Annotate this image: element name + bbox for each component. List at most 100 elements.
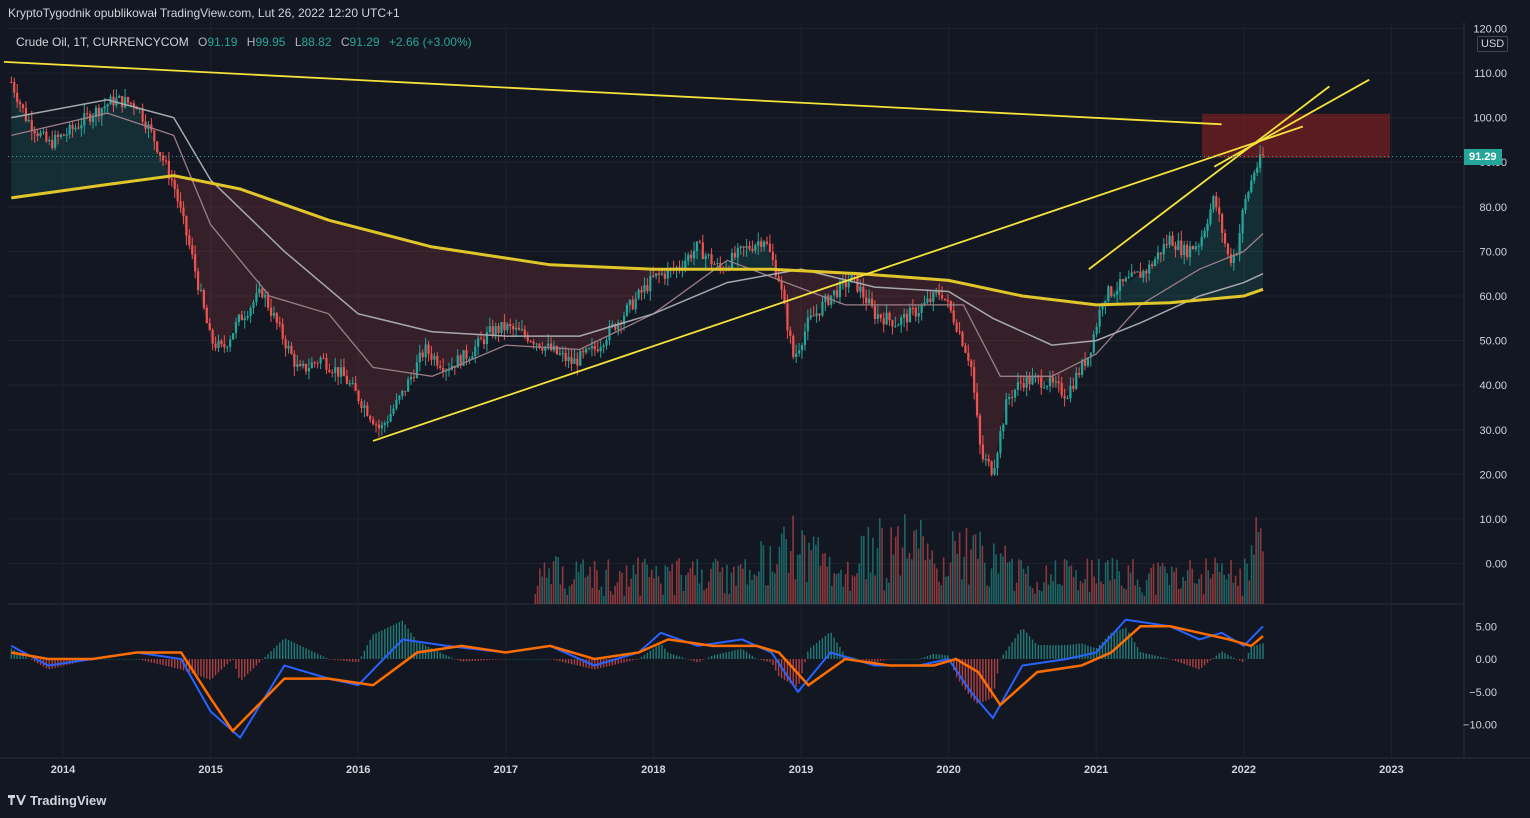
macd-histogram-bar — [404, 624, 406, 659]
macd-histogram-bar — [1005, 650, 1007, 659]
volume-bar — [885, 577, 888, 604]
time-tick-label: 2018 — [641, 764, 665, 776]
candle-body — [281, 323, 284, 340]
time-tick-label: 2019 — [789, 764, 813, 776]
candle-body — [477, 338, 480, 347]
volume-bar — [760, 541, 762, 604]
candle-body — [1063, 395, 1066, 399]
candle-body — [523, 329, 526, 336]
volume-bar — [837, 573, 840, 604]
macd-histogram-bar — [287, 639, 290, 659]
volume-bar — [1047, 584, 1050, 604]
macd-histogram-bar — [279, 642, 281, 659]
macd-histogram-bar — [1130, 637, 1133, 659]
macd-histogram-bar — [258, 659, 261, 663]
cloud-fill — [528, 261, 533, 340]
volume-bar — [564, 588, 566, 604]
macd-histogram-bar — [392, 624, 395, 659]
cloud-fill — [73, 124, 79, 190]
chart-area[interactable]: 120.00110.00100.0090.0080.0070.0060.0050… — [0, 22, 1530, 792]
volume-bar — [1061, 585, 1064, 604]
candle-body — [596, 349, 599, 352]
macd-histogram-bar — [171, 659, 173, 668]
macd-histogram-bar — [459, 659, 462, 662]
macd-histogram-bar — [833, 637, 835, 659]
candle-body — [1072, 385, 1075, 389]
macd-histogram-bar — [635, 659, 637, 660]
candle-body — [614, 323, 617, 330]
macd-histogram-bar — [772, 659, 774, 666]
candle-body — [628, 299, 631, 305]
candle-body — [730, 252, 734, 269]
macd-histogram-bar — [1110, 632, 1112, 659]
candle-body — [334, 367, 337, 374]
volume-bar — [945, 576, 947, 604]
symbol-label[interactable]: Crude Oil, 1T, CURRENCYCOM — [16, 35, 189, 49]
volume-bar — [559, 584, 562, 604]
candle-body — [806, 317, 809, 332]
cloud-fill — [290, 206, 296, 364]
volume-bar — [701, 569, 703, 604]
candle-body — [68, 124, 71, 135]
volume-bar — [794, 579, 797, 604]
candle-body — [617, 322, 620, 330]
cloud-fill — [215, 184, 220, 348]
macd-histogram-bar — [1201, 659, 1203, 668]
macd-histogram-bar — [1171, 659, 1174, 660]
tradingview-brand[interactable]: TradingView — [8, 793, 106, 808]
volume-bar — [815, 544, 817, 604]
volume-bar — [762, 545, 765, 604]
candle-body — [1086, 357, 1090, 366]
volume-bar — [1205, 558, 1207, 604]
cloud-fill — [1129, 277, 1134, 304]
macd-tick-label: −10.00 — [1463, 720, 1497, 732]
cloud-fill — [1004, 292, 1009, 415]
volume-bar — [780, 533, 783, 604]
cloud-fill — [436, 247, 442, 363]
candle-body — [555, 346, 559, 354]
candle-body — [13, 82, 16, 93]
macd-histogram-bar — [547, 659, 549, 660]
cloud-fill — [557, 265, 563, 357]
macd-histogram-bar — [623, 659, 625, 663]
time-tick-label: 2023 — [1379, 764, 1403, 776]
cloud-fill — [11, 81, 16, 198]
candle-body — [1258, 154, 1262, 168]
candle-body — [205, 307, 208, 324]
volume-bar — [1006, 562, 1009, 604]
volume-bar — [1186, 570, 1189, 604]
macd-histogram-bar — [710, 655, 713, 659]
macd-histogram-bar — [1066, 644, 1069, 659]
volume-pane — [534, 514, 1264, 604]
cloud-fill — [32, 124, 37, 195]
cloud-fill — [1050, 299, 1055, 387]
time-tick-label: 2021 — [1084, 764, 1108, 776]
candle-body — [520, 329, 524, 331]
candle-body — [710, 254, 713, 264]
macd-histogram-bar — [748, 653, 751, 659]
macd-histogram-bar — [856, 658, 859, 659]
macd-histogram-bar — [489, 659, 491, 660]
macd-histogram-bar — [594, 659, 596, 670]
cloud-fill — [566, 265, 571, 362]
macd-histogram-bar — [757, 659, 759, 660]
candle-body — [827, 295, 830, 305]
candle-body — [634, 298, 637, 310]
volume-bar — [737, 565, 740, 604]
candle-body — [833, 290, 836, 296]
cloud-fill — [1029, 296, 1034, 381]
candle-body — [514, 327, 518, 330]
macd-histogram-bar — [308, 649, 310, 659]
macd-histogram-bar — [521, 659, 523, 660]
volume-bar — [732, 566, 735, 604]
cloud-fill — [378, 233, 383, 428]
cloud-fill — [15, 92, 20, 198]
candle-body — [237, 314, 241, 323]
macd-histogram-bar — [932, 653, 934, 659]
candle-body — [214, 343, 217, 349]
currency-button[interactable]: USD — [1477, 36, 1509, 52]
volume-bar — [545, 577, 548, 604]
macd-histogram-bar — [1133, 642, 1136, 659]
candle-body — [1142, 270, 1145, 278]
cloud-fill — [591, 266, 596, 352]
